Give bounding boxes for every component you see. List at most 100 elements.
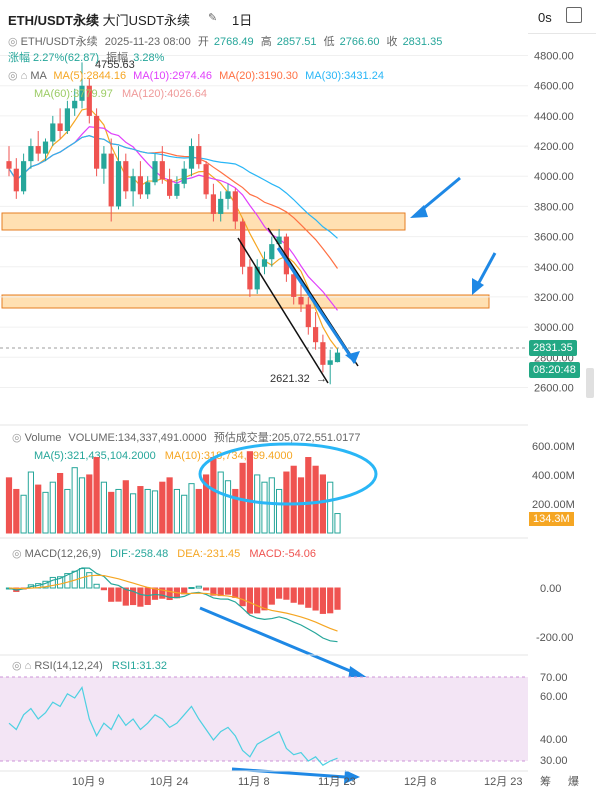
candle-body — [64, 108, 70, 131]
candle-body — [72, 100, 78, 109]
rsi-arrow — [231, 767, 346, 779]
macd-bar — [137, 587, 144, 607]
volume-bar — [319, 474, 326, 534]
volume-bar — [254, 474, 261, 534]
price-tick: 4000.00 — [534, 171, 574, 183]
volume-bar — [27, 471, 34, 534]
macd-bar — [108, 587, 115, 602]
macd-bar — [283, 587, 290, 600]
price-tick: 2600.00 — [534, 382, 574, 394]
macd-bar — [276, 587, 283, 599]
candle-body — [167, 179, 173, 196]
arrow-upper-zone — [417, 176, 461, 215]
macd-bar — [195, 585, 202, 589]
chip-label[interactable]: 筹 — [540, 774, 551, 788]
market-name: 大门USDT永续 — [102, 13, 191, 28]
volume-bar — [20, 494, 27, 534]
macd-bar — [151, 587, 159, 600]
volume-bar — [181, 494, 188, 534]
volume-bar — [115, 488, 122, 534]
scroll-handle[interactable] — [586, 368, 594, 398]
volume-axis: 600.00M 400.00M 200.00M — [532, 441, 575, 511]
macd-axis-zero: 0.00 — [540, 583, 561, 595]
volume-bar — [49, 481, 56, 534]
price-axis[interactable]: 4800.00 4600.00 4400.00 4200.00 4000.00 3800.… — [534, 51, 574, 395]
candle-body — [210, 194, 216, 214]
candle-body — [174, 183, 180, 196]
rsi-line — [8, 686, 338, 766]
volume-bar — [5, 477, 13, 534]
volume-bar — [35, 484, 42, 534]
candle-body — [115, 161, 122, 207]
volume-bar — [217, 471, 224, 534]
rsi-axis-30: 30.00 — [540, 755, 568, 767]
candle-body — [21, 161, 27, 192]
trend-line-lower — [237, 237, 329, 384]
high-marker: 4755.63 — [95, 59, 135, 71]
time-label-6: 12月 23 — [484, 776, 523, 788]
time-label-2: 10月 24 — [150, 776, 189, 788]
fullscreen-icon[interactable] — [566, 7, 582, 23]
price-tick: 3600.00 — [534, 232, 574, 244]
rsi-legend: ◎ ⌂ RSI(14,12,24) RSI1:31.32 — [12, 660, 167, 672]
macd-bar — [57, 576, 64, 589]
macd-bar — [130, 587, 137, 606]
volume-highlight-ellipse — [198, 442, 378, 506]
macd-line — [8, 567, 338, 643]
rsi-axis-60: 60.00 — [540, 691, 568, 703]
volume-bar — [13, 488, 20, 534]
volume-bar — [42, 491, 49, 534]
candle-body — [145, 182, 151, 195]
candle-body — [130, 176, 136, 192]
macd-bar — [239, 587, 246, 607]
macd-bar — [100, 587, 108, 591]
price-tick: 3800.00 — [534, 201, 574, 213]
candle-body — [320, 342, 326, 365]
volume-bar — [71, 467, 78, 534]
candle-body — [28, 146, 34, 162]
chart-canvas[interactable]: ◎ ETH/USDT永续 2025-11-23 08:00 开 2768.49 … — [0, 33, 596, 789]
macd-bar — [203, 587, 210, 591]
candle-body — [313, 327, 319, 343]
macd-bar — [319, 587, 326, 614]
volume-bar — [130, 493, 137, 534]
candle-body — [232, 191, 238, 222]
macd-bar — [159, 587, 166, 599]
candle-body — [123, 161, 129, 192]
liquidation-label[interactable]: 爆 — [568, 774, 579, 788]
macd-axis-neg200: -200.00 — [536, 632, 573, 644]
macd-bar — [188, 587, 195, 590]
macd-bar — [261, 587, 268, 611]
macd-bar — [290, 587, 297, 603]
edit-icon[interactable]: ✎ — [208, 12, 218, 24]
macd-bar — [305, 587, 312, 608]
volume-ma-legend: MA(5):321,435,104.2000 MA(10):318,734,29… — [34, 450, 293, 462]
candle-body — [261, 259, 268, 267]
macd-series — [5, 567, 341, 643]
volume-bar — [166, 477, 173, 534]
time-label-5: 12月 8 — [404, 776, 436, 788]
ma-line — [8, 135, 338, 239]
volume-bar — [137, 486, 144, 534]
price-tick: 4200.00 — [534, 141, 574, 153]
price-tick: 4600.00 — [534, 81, 574, 93]
rsi-band — [0, 677, 528, 761]
volume-bar — [261, 481, 268, 534]
volume-bar — [159, 481, 166, 534]
candle-body — [86, 85, 92, 116]
interval-selector[interactable]: 1日 — [232, 13, 253, 28]
candle-body — [94, 115, 100, 169]
resistance-zone-upper — [1, 212, 406, 231]
candle-body — [298, 296, 304, 305]
volume-current-tag: 134.3M — [529, 512, 574, 526]
macd-arrow — [199, 606, 356, 675]
candle-body — [137, 176, 143, 195]
candle-body — [203, 164, 209, 195]
macd-bar — [122, 587, 129, 606]
volume-bar — [232, 488, 239, 534]
time-label-1: 10月 9 — [72, 776, 104, 788]
volume-bar — [144, 488, 151, 534]
candle-body — [57, 123, 63, 131]
symbol-title[interactable]: ETH/USDT永续 大门USDT永续 — [8, 10, 190, 29]
macd-line — [8, 574, 338, 632]
